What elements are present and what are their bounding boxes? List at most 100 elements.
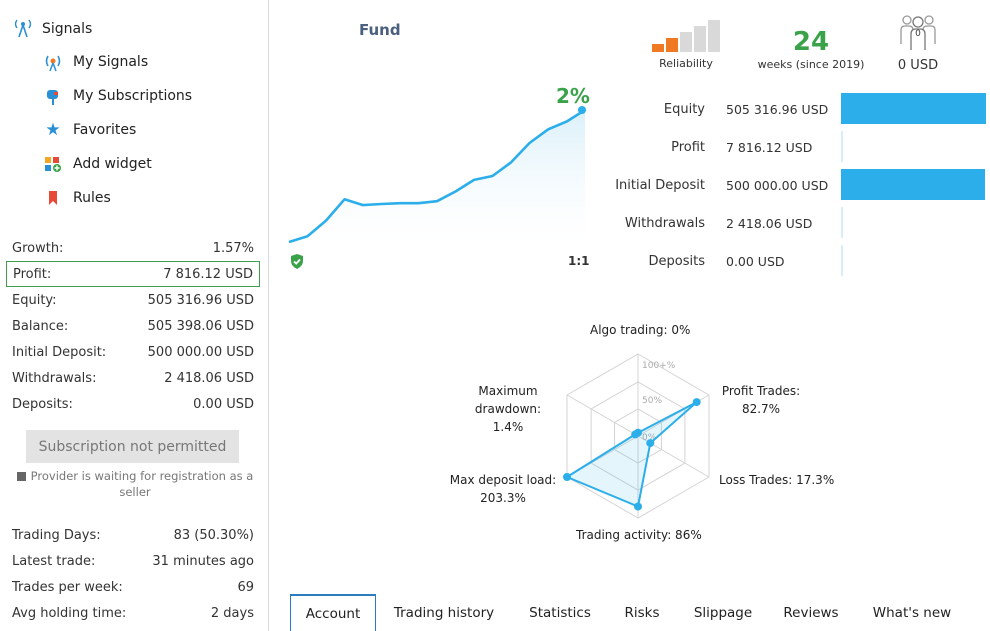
stat-withdrawals: Withdrawals: 2 418.06 USD [6, 366, 260, 390]
equity-bar-fill [841, 93, 986, 124]
tab-account[interactable]: Account [290, 594, 376, 631]
reliability-bar [708, 20, 720, 52]
tab-slippage[interactable]: Slippage [693, 604, 753, 621]
radar-tick-label: 100+% [642, 361, 676, 371]
weeks-label: weeks (since 2019) [757, 58, 865, 71]
radar-chart: 100+% 50% 0% [563, 353, 710, 519]
avg-holding-time: Avg holding time: 2 days [6, 601, 260, 625]
trades-per-week: Trades per week: 69 [6, 575, 260, 599]
radar-label-max-deposit-load: Max deposit load: 203.3% [448, 471, 558, 507]
deposits-bar-label: Deposits [648, 254, 705, 269]
profit-bar-label: Profit [671, 140, 705, 155]
stat-label: Initial Deposit: [12, 344, 107, 360]
sidebar-item-label: My Subscriptions [73, 88, 193, 104]
sidebar-item-label: Favorites [73, 122, 137, 138]
star-icon: ★ [45, 120, 61, 140]
deposits-bar-value: 0.00 USD [726, 254, 785, 269]
reliability-bar [694, 26, 706, 52]
withdrawals-bar-value: 2 418.06 USD [726, 216, 813, 231]
subscription-note: Provider is waiting for registration as … [14, 468, 256, 500]
sidebar-item-label: Rules [73, 190, 111, 206]
sidebar: Signals My Signals My Subscriptions ★ Fa… [0, 0, 269, 631]
stat-value: 2 418.06 USD [164, 370, 254, 386]
initial-deposit-bar-value: 500 000.00 USD [726, 178, 829, 193]
tab-risks[interactable]: Risks [624, 604, 660, 621]
radar-label-profit-trades: Profit Trades: 82.7% [719, 382, 803, 418]
sidebar-item-my-signals[interactable]: My Signals [42, 52, 148, 72]
reliability-meter: Reliability [646, 20, 726, 70]
signals-heading[interactable]: Signals [12, 18, 92, 40]
tab-bar: Account Trading history Statistics Risks… [270, 594, 990, 631]
growth-area [289, 110, 585, 245]
stat-label: Deposits: [12, 396, 73, 412]
stat-value: 83 (50.30%) [173, 527, 254, 543]
tab-whats-new[interactable]: What's new [872, 604, 952, 621]
radar-data-point [634, 502, 642, 511]
verified-shield-icon [289, 253, 305, 274]
signal-broadcast-icon [42, 52, 64, 72]
growth-chart [288, 106, 586, 245]
tab-statistics[interactable]: Statistics [529, 604, 591, 621]
stat-value: 69 [237, 579, 254, 595]
widget-add-icon [42, 154, 64, 174]
tab-reviews[interactable]: Reviews [783, 604, 839, 621]
radar-axis-line [566, 394, 639, 437]
reliability-bar [652, 44, 664, 52]
sidebar-item-label: Add widget [73, 156, 152, 172]
sidebar-item-favorites[interactable]: ★ Favorites [42, 120, 136, 140]
withdrawals-bar-label: Withdrawals [624, 216, 705, 231]
equity-bar-value: 505 316.96 USD [726, 102, 829, 117]
stat-value: 0.00 USD [193, 396, 254, 412]
stat-value: 505 316.96 USD [147, 292, 254, 308]
stat-label: Latest trade: [12, 553, 96, 569]
deposits-bar-row: Deposits 0.00 USD [600, 245, 990, 281]
radar-data-polygon [564, 401, 698, 508]
equity-bar-row: Equity 505 316.96 USD [600, 93, 990, 129]
stat-label: Avg holding time: [12, 605, 127, 621]
weeks-value: 24 [792, 27, 830, 57]
stat-label: Withdrawals: [12, 370, 97, 386]
stat-equity: Equity: 505 316.96 USD [6, 288, 260, 312]
subscribers-people-icon: 0 [900, 15, 936, 50]
stat-label: Trades per week: [12, 579, 123, 595]
sidebar-item-rules[interactable]: Rules [42, 188, 111, 208]
reliability-label: Reliability [659, 57, 713, 70]
radar-label-loss-trades: Loss Trades: 17.3% [719, 473, 835, 487]
radar-label-max-deposit-load-text: Max deposit load: 203.3% [449, 473, 557, 505]
tab-trading-history[interactable]: Trading history [393, 604, 495, 621]
stat-value: 31 minutes ago [152, 553, 254, 569]
stat-value: 500 000.00 USD [147, 344, 254, 360]
stat-profit: Profit: 7 816.12 USD [6, 261, 260, 287]
stat-label: Balance: [12, 318, 69, 334]
initial-deposit-bar-row: Initial Deposit 500 000.00 USD [600, 169, 990, 205]
initial-deposit-bar-label: Initial Deposit [615, 178, 705, 193]
subscribers-count: 0 [915, 29, 921, 39]
radar-label-profit-trades-text: Profit Trades: 82.7% [721, 384, 801, 416]
signals-heading-label: Signals [42, 21, 93, 37]
subscription-button[interactable]: Subscription not permitted [26, 430, 239, 463]
stat-label: Trading Days: [12, 527, 101, 543]
subscribers-value: 0 USD [897, 58, 939, 73]
sidebar-item-add-widget[interactable]: Add widget [42, 154, 152, 174]
stat-value: 505 398.06 USD [147, 318, 254, 334]
signals-antenna-icon [12, 18, 34, 40]
radar-label-algo: Algo trading: 0% [590, 323, 691, 337]
radar-data-point [692, 398, 701, 407]
deposits-bar-fill [841, 245, 843, 276]
radar-data-point [631, 430, 640, 439]
radar-data-point [563, 473, 571, 481]
stat-label: Profit: [13, 266, 52, 282]
sidebar-item-my-subscriptions[interactable]: My Subscriptions [42, 86, 192, 106]
trading-days: Trading Days: 83 (50.30%) [6, 523, 260, 547]
withdrawals-bar-fill [841, 207, 843, 238]
reliability-bar [680, 32, 692, 52]
radar-tick-label: 0% [642, 433, 657, 443]
bookmark-icon [42, 188, 64, 208]
leverage-value: 1:1 [568, 254, 590, 268]
signal-title: Fund [359, 21, 401, 39]
latest-trade: Latest trade: 31 minutes ago [6, 549, 260, 573]
reliability-bar [666, 38, 678, 52]
profit-bar-row: Profit 7 816.12 USD [600, 131, 990, 167]
weeks-counter: 24 weeks (since 2019) [752, 27, 870, 71]
subscribers: 0 0 USD [893, 12, 943, 73]
